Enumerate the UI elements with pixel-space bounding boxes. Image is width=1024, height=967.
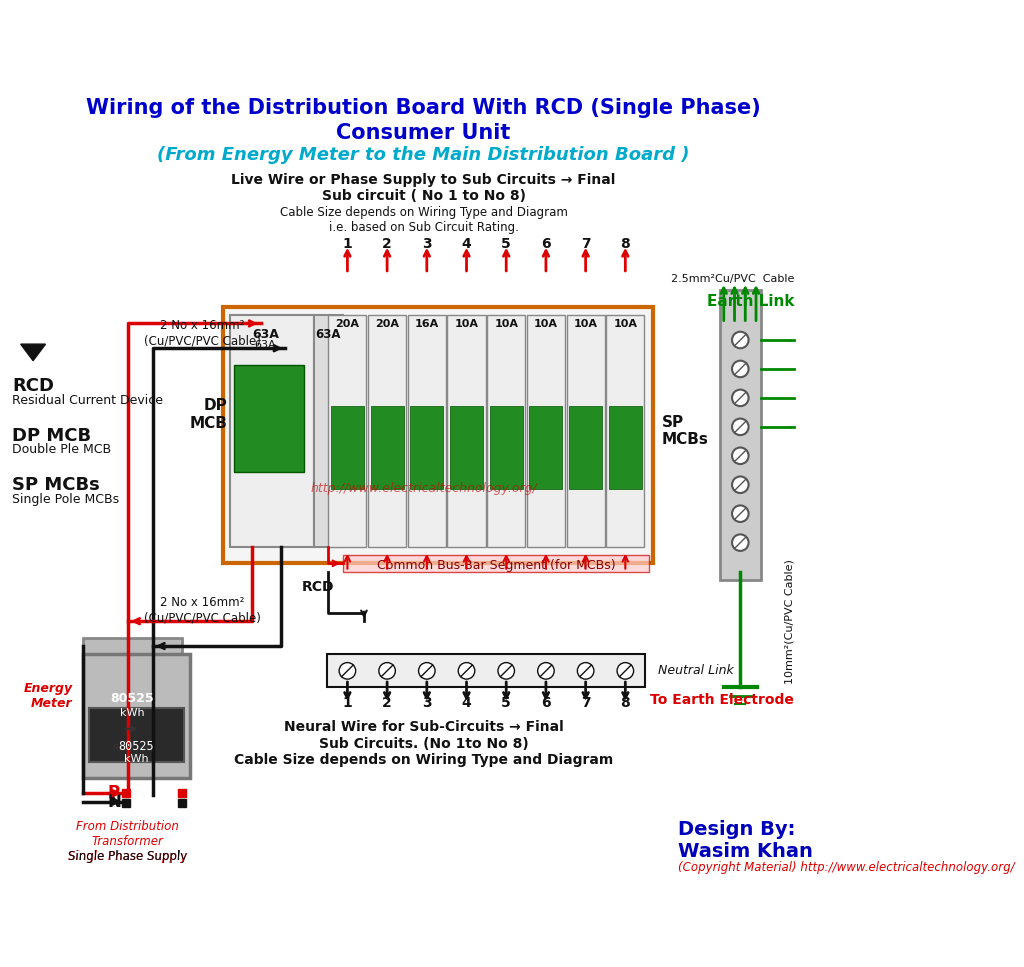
Circle shape	[732, 419, 749, 435]
Text: Wiring of the Distribution Board With RCD (Single Phase): Wiring of the Distribution Board With RC…	[86, 99, 761, 118]
Text: Energy
Meter: Energy Meter	[24, 682, 73, 710]
Text: Residual Current Device: Residual Current Device	[12, 394, 164, 407]
Circle shape	[732, 477, 749, 493]
Text: 16A: 16A	[415, 319, 439, 330]
Text: 10A: 10A	[573, 319, 598, 330]
Text: Neural Wire for Sub-Circuits → Final
Sub Circuits. (No 1to No 8)
Cable Size depe: Neural Wire for Sub-Circuits → Final Sub…	[233, 720, 613, 767]
Text: SP
MCBs: SP MCBs	[662, 415, 709, 447]
Text: From Distribution
Transformer
Single Phase Supply: From Distribution Transformer Single Pha…	[68, 820, 187, 863]
Bar	[178, 789, 186, 798]
Text: 63A: 63A	[252, 328, 279, 340]
Text: 20A: 20A	[375, 319, 399, 330]
Circle shape	[379, 662, 395, 679]
Text: P: P	[108, 784, 120, 803]
Bar	[569, 406, 602, 489]
Bar	[83, 638, 182, 737]
Text: 7: 7	[581, 695, 591, 710]
Text: 63A: 63A	[315, 328, 341, 340]
Circle shape	[538, 662, 554, 679]
Circle shape	[459, 662, 475, 679]
Text: DP MCB: DP MCB	[12, 426, 91, 445]
Bar	[609, 406, 642, 489]
Bar	[314, 315, 343, 546]
Text: Consumer Unit: Consumer Unit	[336, 123, 511, 143]
Text: 10A: 10A	[455, 319, 478, 330]
Text: 1: 1	[343, 237, 352, 250]
Text: 8: 8	[621, 695, 630, 710]
Text: 10A: 10A	[534, 319, 558, 330]
Text: DP
MCB: DP MCB	[189, 398, 227, 430]
Bar	[606, 315, 644, 546]
Circle shape	[578, 662, 594, 679]
Bar	[230, 315, 314, 546]
Text: 5: 5	[502, 237, 511, 250]
Bar	[327, 655, 645, 688]
Bar	[234, 365, 304, 472]
Text: 7: 7	[581, 237, 591, 250]
Text: Ramsport: Ramsport	[112, 744, 153, 752]
Text: 2.5mm²Cu/PVC  Cable: 2.5mm²Cu/PVC Cable	[671, 274, 794, 283]
Text: 3: 3	[422, 695, 432, 710]
Text: 2: 2	[382, 695, 392, 710]
Text: Neutral Link: Neutral Link	[657, 664, 733, 677]
Text: 4: 4	[462, 237, 471, 250]
Text: 10mm²(Cu/PVC Cable): 10mm²(Cu/PVC Cable)	[785, 559, 795, 684]
Text: (Copyright Material) http://www.electricaltechnology.org/: (Copyright Material) http://www.electric…	[678, 861, 1015, 874]
Bar	[89, 675, 175, 720]
Bar	[447, 315, 485, 546]
Text: 63A: 63A	[255, 340, 276, 350]
Bar	[566, 315, 604, 546]
Bar	[527, 315, 565, 546]
Bar	[450, 406, 483, 489]
Text: RCD: RCD	[302, 580, 335, 594]
Text: Common Bus-Bar Segment (for MCBs): Common Bus-Bar Segment (for MCBs)	[377, 559, 615, 572]
Text: RCD: RCD	[12, 377, 54, 396]
Bar	[122, 799, 130, 807]
Bar	[489, 406, 523, 489]
Bar	[223, 307, 653, 564]
Text: 2 No x 16mm²
(Cu/PVC/PVC Cable): 2 No x 16mm² (Cu/PVC/PVC Cable)	[144, 597, 261, 625]
Bar	[411, 406, 443, 489]
Circle shape	[732, 390, 749, 406]
Circle shape	[732, 361, 749, 377]
Text: 3: 3	[422, 237, 432, 250]
Circle shape	[617, 662, 634, 679]
Text: kWh: kWh	[120, 708, 144, 718]
Bar	[83, 655, 190, 778]
Text: 4: 4	[462, 695, 471, 710]
Bar	[368, 315, 407, 546]
Text: http://www.electricaltechnology.org/: http://www.electricaltechnology.org/	[310, 483, 537, 495]
Text: 2 No x 16mm²
(Cu/PVC/PVC Cable): 2 No x 16mm² (Cu/PVC/PVC Cable)	[144, 319, 261, 347]
Circle shape	[732, 506, 749, 522]
Bar	[329, 315, 367, 546]
Text: 20A: 20A	[336, 319, 359, 330]
Bar	[88, 708, 184, 762]
Text: Single Phase Supply: Single Phase Supply	[68, 850, 187, 864]
Bar	[529, 406, 562, 489]
Text: 2: 2	[382, 237, 392, 250]
Circle shape	[419, 662, 435, 679]
Text: 5: 5	[502, 695, 511, 710]
Bar	[178, 799, 186, 807]
Bar	[122, 789, 130, 798]
Text: 10A: 10A	[613, 319, 637, 330]
Circle shape	[498, 662, 514, 679]
Text: 8: 8	[621, 237, 630, 250]
Bar	[343, 555, 649, 571]
Text: 80525: 80525	[111, 691, 155, 705]
Text: Double Ple MCB: Double Ple MCB	[12, 444, 112, 456]
Circle shape	[732, 448, 749, 464]
Text: 6: 6	[541, 237, 551, 250]
Text: 1: 1	[343, 695, 352, 710]
Text: SP MCBs: SP MCBs	[12, 477, 100, 494]
Bar	[371, 406, 403, 489]
Text: 80525: 80525	[119, 740, 155, 752]
Bar	[331, 406, 364, 489]
Text: N: N	[108, 793, 122, 810]
Circle shape	[732, 332, 749, 348]
Text: Live Wire or Phase Supply to Sub Circuits → Final
Sub circuit ( No 1 to No 8): Live Wire or Phase Supply to Sub Circuit…	[231, 173, 615, 203]
Bar	[487, 315, 525, 546]
Text: 10A: 10A	[495, 319, 518, 330]
Text: 6: 6	[541, 695, 551, 710]
Circle shape	[339, 662, 355, 679]
